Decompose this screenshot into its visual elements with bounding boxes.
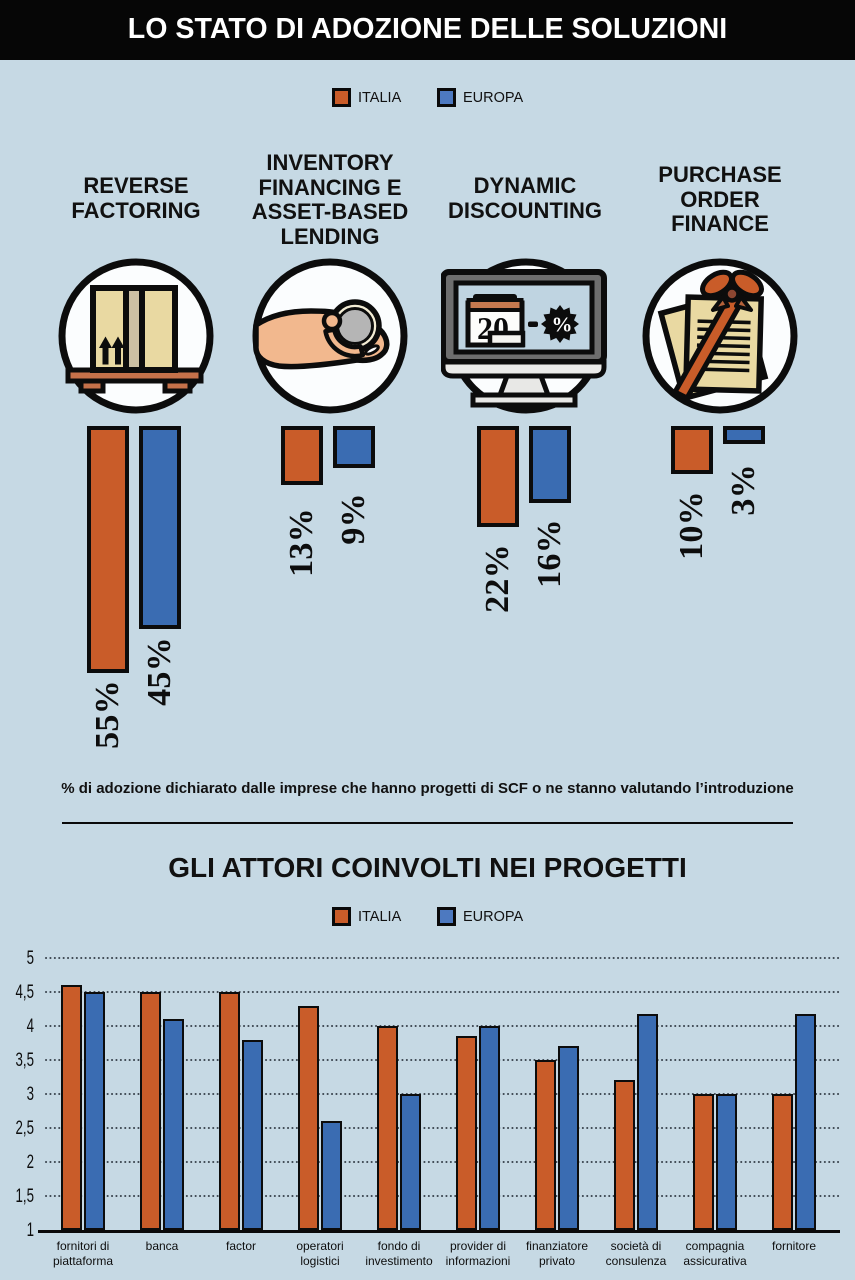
svg-text:%: % bbox=[552, 313, 573, 337]
